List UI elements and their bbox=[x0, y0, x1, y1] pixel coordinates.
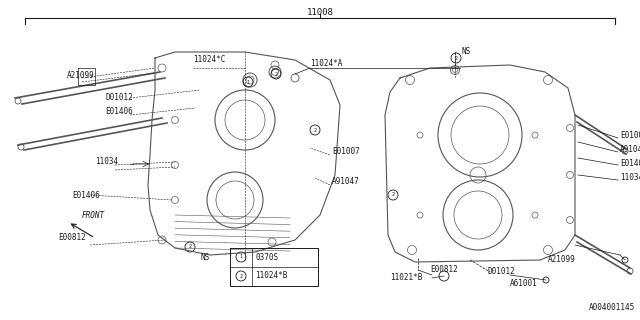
Text: D01012: D01012 bbox=[488, 268, 516, 276]
Text: A21099: A21099 bbox=[67, 70, 95, 79]
Text: NS: NS bbox=[462, 47, 471, 57]
Text: A91047: A91047 bbox=[620, 146, 640, 155]
Text: E01406: E01406 bbox=[105, 108, 132, 116]
Text: E00812: E00812 bbox=[58, 233, 86, 242]
Text: 1: 1 bbox=[239, 254, 243, 260]
Text: E01406: E01406 bbox=[72, 190, 100, 199]
Text: 2: 2 bbox=[392, 193, 395, 197]
Text: 11024*B: 11024*B bbox=[255, 271, 287, 281]
Text: NS: NS bbox=[200, 253, 210, 262]
Text: 11024*C: 11024*C bbox=[193, 55, 225, 65]
Text: A91047: A91047 bbox=[332, 178, 360, 187]
Text: E01007: E01007 bbox=[620, 131, 640, 140]
Text: A61001: A61001 bbox=[510, 278, 538, 287]
Text: A21099: A21099 bbox=[548, 255, 576, 265]
Text: 2: 2 bbox=[275, 71, 278, 76]
Text: 2: 2 bbox=[314, 127, 317, 132]
Text: 11034: 11034 bbox=[620, 173, 640, 182]
Text: 2: 2 bbox=[188, 244, 191, 250]
Text: 2: 2 bbox=[239, 274, 243, 278]
Text: 11034: 11034 bbox=[95, 157, 118, 166]
Text: E01406: E01406 bbox=[620, 158, 640, 167]
Text: E01007: E01007 bbox=[332, 148, 360, 156]
Text: 0370S: 0370S bbox=[255, 252, 278, 261]
Text: A004001145: A004001145 bbox=[589, 303, 635, 312]
Text: FRONT: FRONT bbox=[82, 211, 105, 220]
Text: E00812: E00812 bbox=[430, 266, 458, 275]
Text: 2: 2 bbox=[454, 55, 458, 60]
Text: 11024*A: 11024*A bbox=[310, 59, 342, 68]
Text: 11008: 11008 bbox=[307, 8, 333, 17]
Text: 11021*B: 11021*B bbox=[390, 274, 422, 283]
Text: D01012: D01012 bbox=[105, 93, 132, 102]
Text: 1: 1 bbox=[246, 79, 250, 84]
